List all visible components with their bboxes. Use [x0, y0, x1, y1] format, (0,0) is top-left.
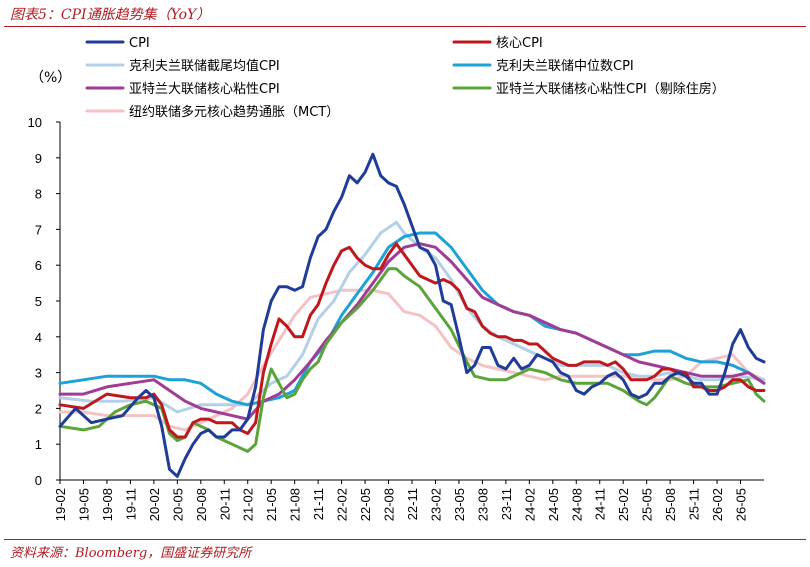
series-line-1	[58, 242, 766, 439]
title-divider	[4, 26, 806, 27]
x-tick-label: 25-05	[640, 488, 655, 521]
x-tick-label: 20-08	[194, 488, 209, 521]
source-divider	[4, 539, 806, 540]
legend-label-6: 纽约联储多元核心趋势通胀（MCT）	[129, 104, 339, 120]
x-tick-label: 22-05	[358, 488, 373, 521]
x-tick-label: 20-05	[170, 488, 185, 521]
y-axis-label: （%）	[30, 70, 71, 86]
series-line-5	[58, 267, 766, 453]
series-line-6	[58, 288, 766, 432]
x-tick-label: 25-08	[663, 488, 678, 521]
x-tick-label: 23-05	[452, 488, 467, 521]
series-line-2	[58, 220, 766, 414]
x-tick-label: 19-08	[100, 488, 115, 521]
y-tick-label: 7	[35, 222, 42, 237]
x-tick-label: 25-02	[616, 488, 631, 521]
y-tick-label: 2	[35, 401, 42, 416]
x-tick-label: 19-05	[76, 488, 91, 521]
legend-label-3: 克利夫兰联储中位数CPI	[496, 59, 634, 74]
x-axis: 19-02 19-05 19-08 19-11 20-02 20-05 20-08 20-11…	[53, 479, 764, 521]
x-tick-label: 22-11	[405, 488, 420, 520]
x-tick-label: 24-08	[569, 488, 584, 521]
y-tick-label: 6	[35, 258, 42, 273]
y-tick-label: 0	[35, 473, 42, 488]
y-tick-label: 8	[35, 187, 42, 202]
x-tick-label: 23-11	[499, 488, 514, 520]
x-tick-label: 26-02	[710, 488, 725, 521]
x-tick-label: 26-05	[734, 488, 749, 521]
source-note: 资料来源：Bloomberg，国盛证券研究所	[10, 546, 252, 561]
x-tick-label: 19-02	[53, 488, 68, 521]
x-tick-label: 24-11	[593, 488, 608, 520]
y-axis: 0 1 2 3 4 5 6 7 8 9 10	[28, 115, 61, 488]
series-line-0	[58, 152, 766, 478]
legend-label-1: 核心CPI	[496, 36, 543, 51]
series-line-4	[58, 242, 766, 421]
x-tick-label: 22-08	[382, 488, 397, 521]
x-tick-label: 22-02	[335, 488, 350, 521]
x-tick-label: 24-02	[522, 488, 537, 521]
x-tick-label: 19-11	[123, 488, 138, 520]
legend-label-5: 亚特兰大联储核心粘性CPI（剔除住房）	[496, 81, 725, 97]
legend-label-2: 克利夫兰联储截尾均值CPI	[129, 58, 280, 74]
x-tick-label: 21-11	[311, 488, 326, 520]
legend-label-4: 亚特兰大联储核心粘性CPI	[129, 82, 280, 97]
chart-legend: CPI 核心CPI 克利夫兰联储截尾均值CPI 克利夫兰联储中位数CPI 亚特兰大联储核…	[85, 36, 725, 120]
x-tick-label: 23-08	[475, 488, 490, 521]
x-tick-label: 21-02	[241, 488, 256, 521]
legend-label-0: CPI	[129, 36, 150, 51]
figure-title: 图表5：CPI通胀趋势集（YoY）	[10, 7, 211, 23]
x-tick-label: 25-11	[687, 488, 702, 520]
y-tick-label: 3	[35, 366, 42, 381]
series-line-3	[58, 231, 766, 407]
y-tick-label: 10	[28, 115, 42, 130]
x-tick-label: 21-08	[288, 488, 303, 521]
x-tick-label: 20-02	[147, 488, 162, 521]
y-tick-label: 4	[35, 330, 42, 345]
plot-area	[58, 152, 766, 478]
x-tick-label: 21-05	[264, 488, 279, 521]
y-tick-label: 5	[35, 294, 42, 309]
y-tick-label: 1	[35, 437, 42, 452]
x-tick-label: 23-02	[428, 488, 443, 521]
x-tick-label: 24-05	[546, 488, 561, 521]
y-tick-label: 9	[35, 151, 42, 166]
x-tick-label: 20-11	[217, 488, 232, 520]
